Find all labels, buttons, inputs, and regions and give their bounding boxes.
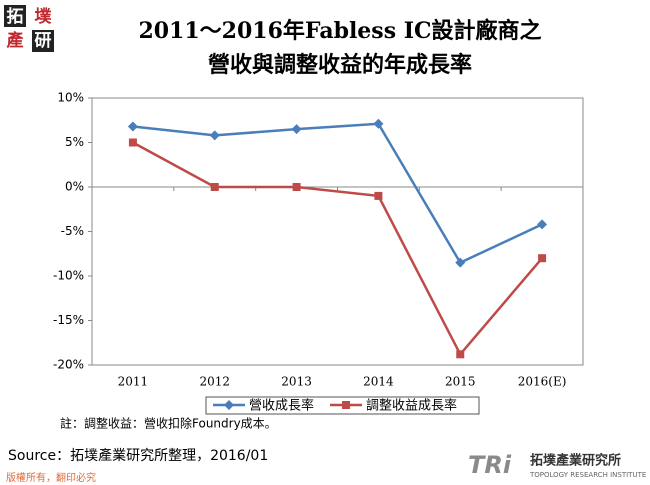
logo-char: 拓 <box>7 7 24 27</box>
y-tick-label: -15% <box>53 313 84 327</box>
logo-box <box>4 5 26 27</box>
y-tick-label: -20% <box>53 358 84 372</box>
data-point <box>374 191 383 200</box>
data-point <box>128 138 137 147</box>
source: Source：拓墣產業研究所整理，2016/01 <box>8 447 268 464</box>
note: 註：調整收益：營收扣除Foundry成本。 <box>60 416 277 431</box>
y-tick-label: -5% <box>61 224 84 238</box>
y-tick-label: 5% <box>65 135 84 149</box>
data-point <box>455 257 466 268</box>
data-point <box>209 130 220 141</box>
data-point <box>210 183 219 191</box>
footer-bar <box>0 470 650 485</box>
x-tick-label: 2016(E) <box>518 375 567 389</box>
chart-title: 2011～2016年Fabless IC設計廠商之 <box>138 18 541 44</box>
legend-label: 營收成長率 <box>249 398 314 414</box>
chart-title: 營收與調整收益的年成長率 <box>208 52 472 78</box>
data-point <box>292 183 301 191</box>
x-tick-label: 2013 <box>281 375 312 389</box>
data-point <box>538 254 547 263</box>
y-tick-label: 10% <box>57 91 84 105</box>
data-point <box>127 121 138 132</box>
data-point <box>291 124 302 135</box>
footer: 版權所有，翻印必究 <box>6 471 96 484</box>
data-point <box>373 118 384 129</box>
brand-english: TOPOLOGY RESEARCH INSTITUTE <box>529 471 646 479</box>
x-tick-label: 2012 <box>199 375 230 389</box>
legend-label: 調整收益成長率 <box>366 398 457 414</box>
series-line <box>132 122 543 265</box>
data-point <box>537 219 548 230</box>
y-tick-label: 0% <box>65 180 84 194</box>
logo-box <box>32 30 54 52</box>
data-point <box>456 350 465 359</box>
logo-char: 產 <box>7 30 24 51</box>
x-tick-label: 2015 <box>445 375 476 389</box>
logo-char: 研 <box>35 31 52 51</box>
brand-name: 拓墣產業研究所 <box>530 453 621 469</box>
brand-mark: TRi <box>468 451 512 479</box>
x-tick-label: 2011 <box>118 375 149 389</box>
series-line <box>132 141 544 357</box>
legend-marker <box>342 401 351 409</box>
logo-char: 墣 <box>35 7 52 27</box>
x-tick-label: 2014 <box>363 375 394 389</box>
legend-marker <box>224 400 234 410</box>
y-tick-label: -10% <box>53 269 84 283</box>
